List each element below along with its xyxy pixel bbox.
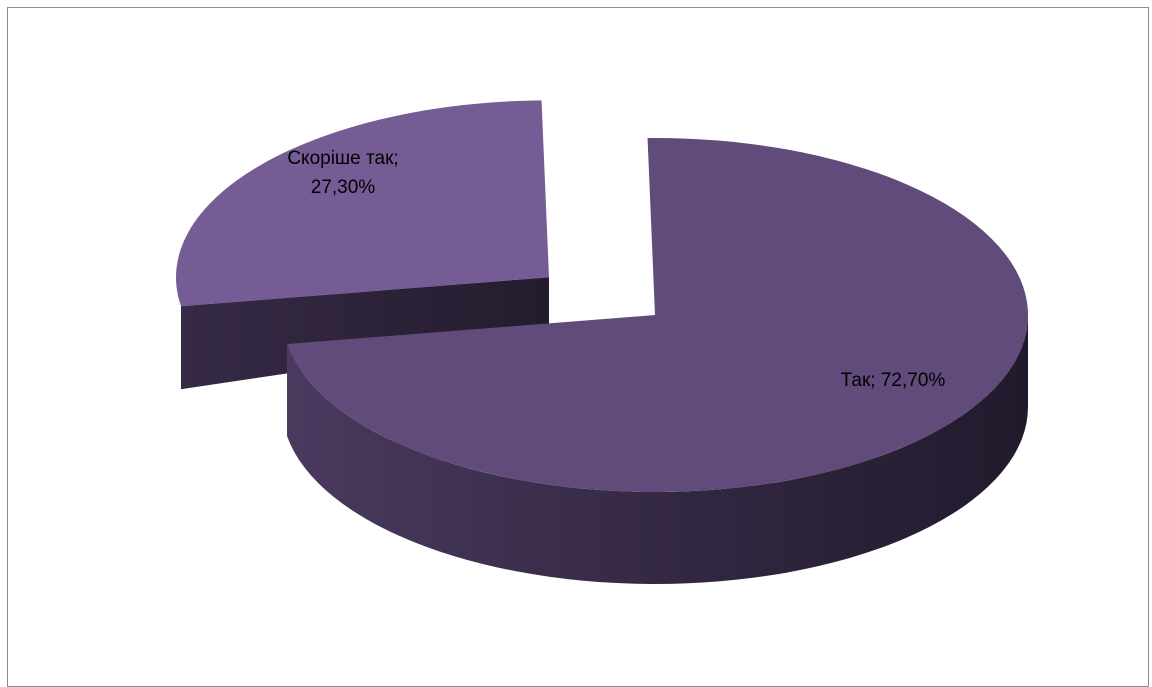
data-label-skorishe-tak-value: 27,30% [311, 177, 376, 198]
pie-slice-skorishe-tak-top [176, 100, 549, 306]
data-label-skorishe-tak-name: Скоріше так; [287, 148, 398, 169]
data-label-tak: Так; 72,70% [841, 370, 946, 391]
